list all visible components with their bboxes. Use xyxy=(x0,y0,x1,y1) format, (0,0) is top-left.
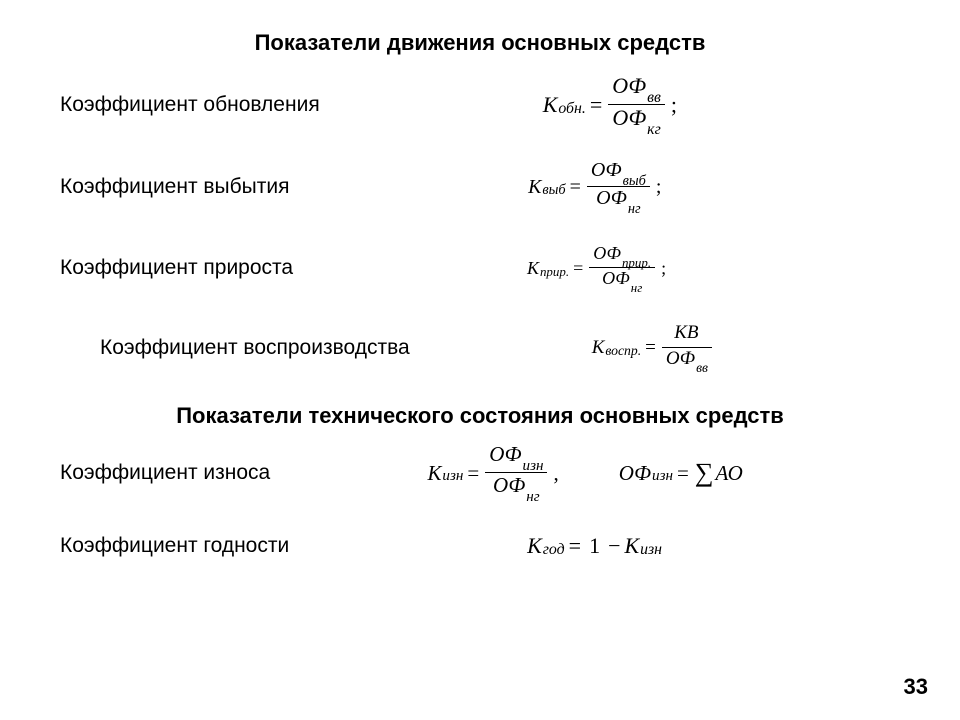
formula-row-godnost: Коэффициент годности Кгод = 1 − Кизн xyxy=(60,533,900,559)
label-vybyt: Коэффициент выбытия xyxy=(60,175,290,199)
section-heading-2: Показатели технического состояния основн… xyxy=(60,403,900,429)
formula-prirost: Кприр. = ОФприр. ОФнг ; xyxy=(527,244,666,292)
formula-row-vospr: Коэффициент воспроизводства Квоспр. = КВ… xyxy=(60,323,900,373)
label-godnost: Коэффициент годности xyxy=(60,534,289,558)
label-prirost: Коэффициент прироста xyxy=(60,256,293,280)
formula-row-prirost: Коэффициент прироста Кприр. = ОФприр. ОФ… xyxy=(60,244,900,292)
sum-symbol: ∑ xyxy=(695,458,714,488)
formula-godnost: Кгод = 1 − Кизн xyxy=(527,533,662,559)
section-heading-1: Показатели движения основных средств xyxy=(60,30,900,56)
formula-vospr: Квоспр. = КВ ОФвв xyxy=(592,323,718,373)
page-number: 33 xyxy=(904,674,928,700)
formula-row-vybyt: Коэффициент выбытия Квыб = ОФвыб ОФнг ; xyxy=(60,160,900,214)
label-vospr: Коэффициент воспроизводства xyxy=(100,336,410,360)
formula-iznos-sum: ОФизн = ∑ АО xyxy=(619,443,743,503)
formula-vybyt: Квыб = ОФвыб ОФнг ; xyxy=(528,160,661,214)
formula-row-obnov: Коэффициент обновления Кобн. = ОФвв ОФкг… xyxy=(60,74,900,136)
formula-iznos: Кизн = ОФизн ОФнг , xyxy=(427,443,558,503)
label-iznos: Коэффициент износа xyxy=(60,461,270,485)
label-obnov: Коэффициент обновления xyxy=(60,93,320,117)
formula-obnov: Кобн. = ОФвв ОФкг ; xyxy=(543,74,677,136)
formula-row-iznos: Коэффициент износа Кизн = ОФизн ОФнг , О… xyxy=(60,443,900,503)
